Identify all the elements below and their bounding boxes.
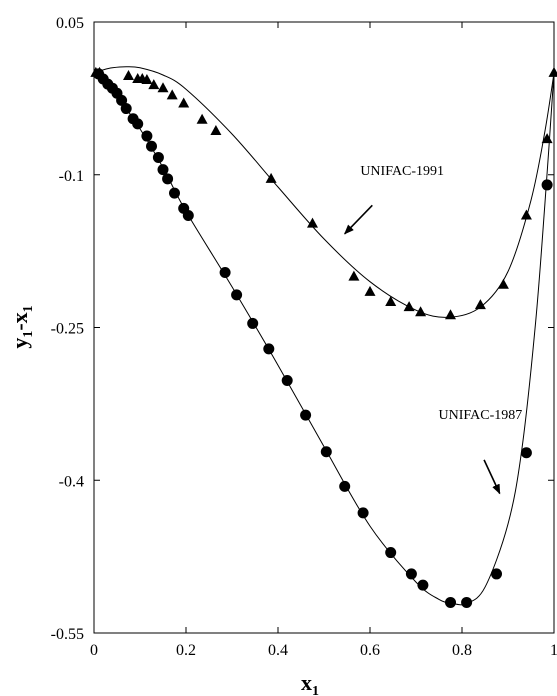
circle-point (162, 173, 174, 185)
model-curve-1 (93, 66, 555, 318)
circle-point (247, 317, 259, 329)
triangle-point (520, 209, 532, 220)
x-tick-label: 0.6 (360, 642, 380, 659)
triangle-point (148, 79, 160, 90)
triangle-point (157, 82, 169, 93)
circle-point (357, 507, 369, 519)
triangle-point (210, 124, 222, 135)
triangle-point (307, 217, 318, 228)
circle-point (231, 289, 243, 301)
y-tick-label: 0.05 (56, 15, 84, 32)
triangle-point (265, 172, 277, 183)
circle-point (339, 480, 351, 492)
y-tick-label: -0.25 (51, 321, 84, 338)
circle-point (263, 343, 275, 355)
circle-point (141, 130, 153, 142)
circle-point (281, 374, 293, 386)
circle-point (146, 140, 157, 152)
triangle-point (415, 306, 427, 317)
triangle-point (166, 89, 178, 100)
triangle-point (348, 270, 360, 281)
curves (93, 66, 555, 606)
triangle-point (541, 133, 553, 144)
triangle-point (497, 278, 509, 289)
triangle-point (385, 296, 397, 307)
circle-point (320, 446, 332, 458)
triangle-point (474, 299, 486, 310)
y-tick-label: -0.55 (51, 626, 84, 643)
annotation-arrow (344, 204, 373, 235)
circle-point (520, 447, 532, 459)
triangle-point (196, 113, 208, 124)
triangle-point (178, 97, 190, 108)
plot-frame (93, 21, 555, 634)
x-tick-label: 0.4 (268, 642, 288, 659)
annotations: UNIFAC-1991 UNIFAC-1987 (344, 164, 523, 495)
annotation-label: UNIFAC-1987 (439, 408, 523, 423)
triangle-point (123, 69, 134, 80)
y-tick-label: -0.1 (59, 168, 84, 185)
triangle-point (364, 285, 376, 296)
triangle-point (548, 66, 557, 77)
annotation-arrow (483, 459, 501, 495)
circle-point (219, 267, 231, 279)
circle-point (445, 596, 456, 608)
ticks: 0 0.2 0.4 0.6 0.8 1 0.05 -0.1 -0.25 -0.4 -0.55 (51, 15, 557, 659)
circle-point (385, 547, 397, 559)
circle-point (417, 579, 429, 591)
circle-point (132, 118, 144, 130)
circle-point (120, 103, 132, 115)
circle-point (182, 209, 194, 221)
x-axis-title: x1 (301, 670, 319, 696)
triangle-point (445, 309, 456, 320)
x-tick-label: 0 (90, 642, 98, 659)
circle-point (169, 187, 180, 199)
x-tick-label: 0.8 (452, 642, 472, 659)
x-tick-label: 1 (550, 642, 557, 659)
model-curve-2 (93, 72, 555, 606)
x-axis-title-sub: 1 (312, 684, 319, 696)
circle-point (405, 568, 417, 580)
circle-point (541, 179, 553, 191)
circle-point (491, 568, 502, 580)
y-axis-title: y1-x1 (7, 305, 36, 348)
circle-point (152, 151, 164, 163)
circle-point (300, 409, 312, 421)
circle-point (461, 596, 473, 608)
x-tick-label: 0.2 (176, 642, 196, 659)
triangle-point (141, 74, 153, 85)
annotation-label: UNIFAC-1991 (360, 164, 444, 179)
circle-point (157, 164, 169, 176)
markers (90, 66, 557, 608)
circle-point (116, 94, 128, 106)
y-tick-label: -0.4 (59, 473, 84, 490)
triangle-point (403, 301, 415, 312)
